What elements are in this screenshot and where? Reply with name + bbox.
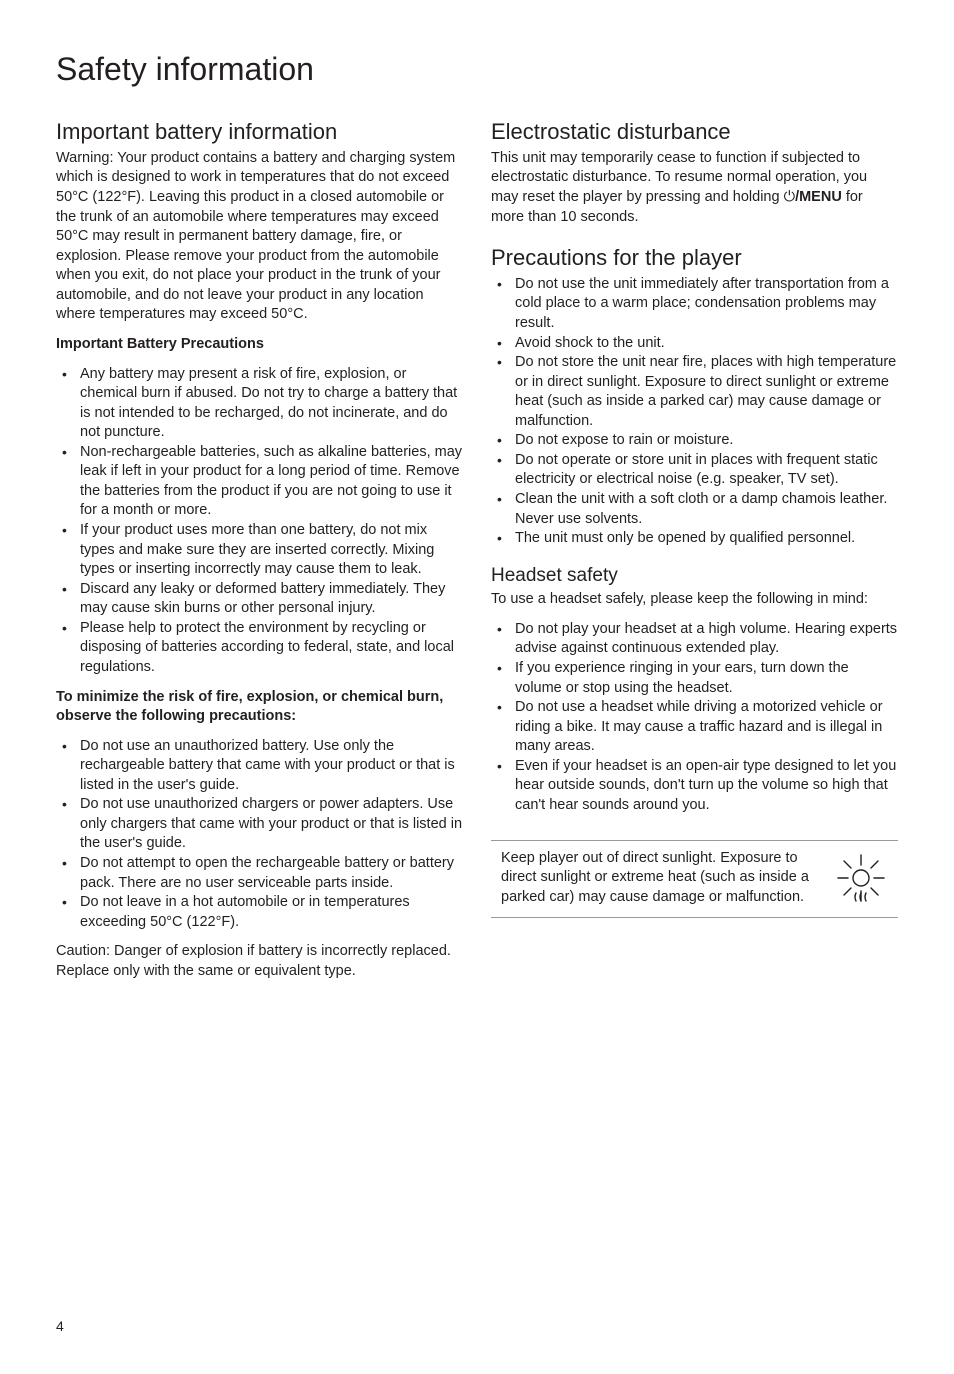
list-item: Avoid shock to the unit. [491,334,898,354]
heading-electrostatic: Electrostatic disturbance [491,117,898,147]
list-item: Any battery may present a risk of fire, … [56,365,463,443]
headset-list: Do not play your headset at a high volum… [491,620,898,816]
list-item: Even if your headset is an open-air type… [491,757,898,816]
heading-precautions: Precautions for the player [491,243,898,273]
list-item: Do not play your headset at a high volum… [491,620,898,659]
list-item: Do not operate or store unit in places w… [491,451,898,490]
battery-precautions-subhead: Important Battery Precautions [56,335,463,355]
list-item: Do not use unauthorized chargers or powe… [56,795,463,854]
battery-precautions-list: Any battery may present a risk of fire, … [56,365,463,678]
list-item: Clean the unit with a soft cloth or a da… [491,490,898,529]
list-item: Do not leave in a hot automobile or in t… [56,893,463,932]
list-item: Do not use a headset while driving a mot… [491,698,898,757]
headset-intro: To use a headset safely, please keep the… [491,590,898,610]
minimize-risk-list: Do not use an unauthorized battery. Use … [56,737,463,933]
heading-headset: Headset safety [491,563,898,589]
sunlight-callout: Keep player out of direct sunlight. Expo… [491,840,898,919]
list-item: Discard any leaky or deformed battery im… [56,580,463,619]
list-item: Do not store the unit near fire, places … [491,353,898,431]
menu-label: /MENU [795,189,842,205]
caution-text: Caution: Danger of explosion if battery … [56,942,463,981]
battery-intro: Warning: Your product contains a battery… [56,149,463,325]
minimize-risk-subhead: To minimize the risk of fire, explosion,… [56,688,463,727]
list-item: Do not use an unauthorized battery. Use … [56,737,463,796]
list-item: Do not use the unit immediately after tr… [491,275,898,334]
page-number: 4 [56,1317,64,1336]
callout-text: Keep player out of direct sunlight. Expo… [501,849,822,908]
list-item: Do not attempt to open the rechargeable … [56,854,463,893]
right-column: Electrostatic disturbance This unit may … [491,117,898,991]
list-item: The unit must only be opened by qualifie… [491,529,898,549]
list-item: Non-rechargeable batteries, such as alka… [56,443,463,521]
page-title: Safety information [56,48,898,91]
electrostatic-text: This unit may temporarily cease to funct… [491,149,898,227]
list-item: If you experience ringing in your ears, … [491,659,898,698]
list-item: If your product uses more than one batte… [56,521,463,580]
heading-battery-info: Important battery information [56,117,463,147]
power-icon: ⏻ [784,189,795,205]
content-columns: Important battery information Warning: Y… [56,117,898,991]
precautions-list: Do not use the unit immediately after tr… [491,275,898,549]
list-item: Please help to protect the environment b… [56,619,463,678]
sun-heat-icon [834,851,888,905]
list-item: Do not expose to rain or moisture. [491,431,898,451]
left-column: Important battery information Warning: Y… [56,117,463,991]
